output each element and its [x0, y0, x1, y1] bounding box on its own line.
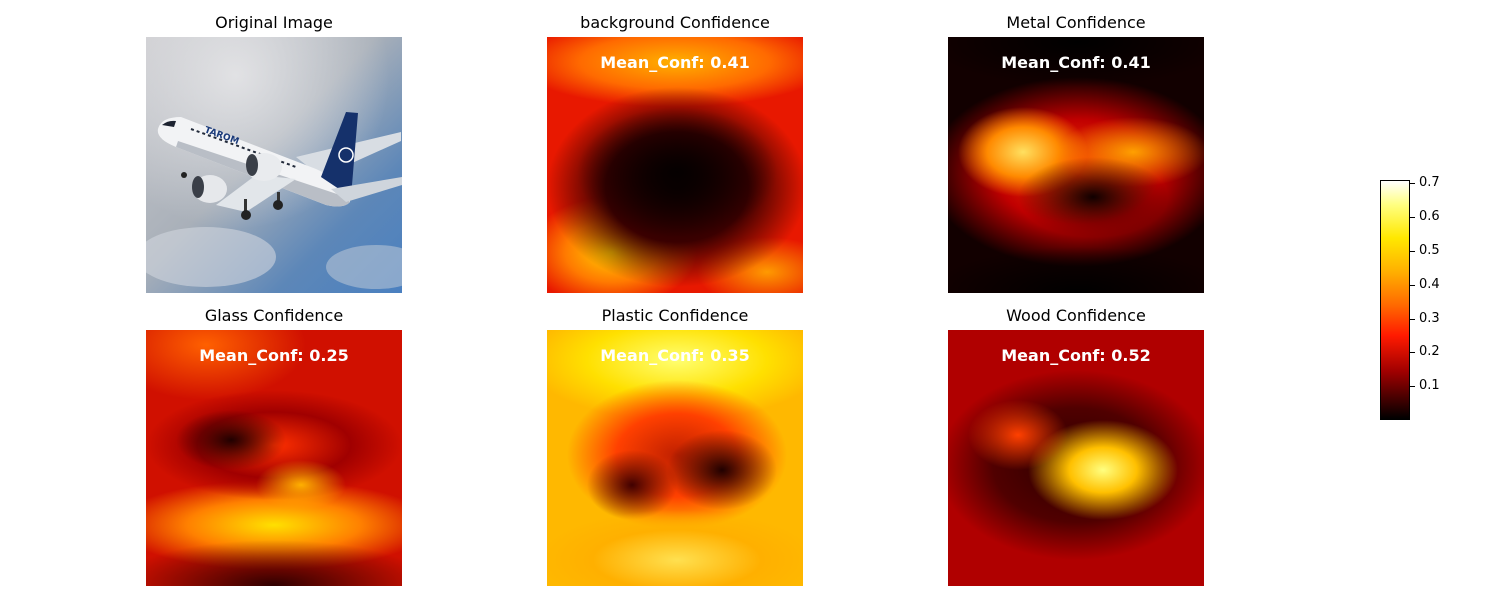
mean-conf-metal: Mean_Conf: 0.41	[1001, 53, 1151, 72]
colorbar	[1380, 180, 1410, 420]
colorbar-tick	[1410, 217, 1415, 219]
colorbar-tick-label: 0.1	[1419, 378, 1440, 394]
heatmap-glass: Mean_Conf: 0.25	[146, 330, 402, 586]
heatmap-background: Mean_Conf: 0.41	[547, 37, 803, 293]
colorbar-tick	[1410, 352, 1415, 354]
colorbar-tick-label: 0.6	[1419, 209, 1440, 225]
panel-title-background: background Confidence	[580, 13, 770, 32]
colorbar-tick	[1410, 386, 1415, 388]
panel-title-glass: Glass Confidence	[204, 306, 344, 325]
mean-conf-wood: Mean_Conf: 0.52	[1001, 346, 1151, 365]
heatmap-wood: Mean_Conf: 0.52	[948, 330, 1204, 586]
colorbar-tick	[1410, 318, 1415, 320]
colorbar-tick-label: 0.4	[1419, 276, 1440, 292]
panel-title-original: Original Image	[215, 13, 333, 32]
heatmap-metal-field	[948, 37, 1204, 293]
panel-title-metal: Metal Confidence	[1006, 13, 1146, 32]
colorbar-tick	[1410, 250, 1415, 252]
heatmap-glass-field	[146, 330, 402, 586]
airplane-photo: TAROM	[136, 37, 426, 293]
panel-title-wood: Wood Confidence	[1006, 306, 1146, 325]
heatmap-background-field	[547, 37, 803, 293]
colorbar-tick	[1410, 183, 1415, 185]
heatmap-metal: Mean_Conf: 0.41	[948, 37, 1204, 293]
colorbar-tick-label: 0.3	[1419, 310, 1440, 326]
panel-title-plastic: Plastic Confidence	[601, 306, 749, 325]
mean-conf-background: Mean_Conf: 0.41	[600, 53, 750, 72]
colorbar-tick-label: 0.5	[1419, 242, 1440, 258]
original-image: TAROM	[136, 37, 426, 293]
mean-conf-glass: Mean_Conf: 0.25	[199, 346, 349, 365]
heatmap-plastic: Mean_Conf: 0.35	[547, 330, 803, 586]
colorbar-tick	[1410, 284, 1415, 286]
colorbar-tick-label: 0.2	[1419, 344, 1440, 360]
heatmap-plastic-field	[547, 330, 803, 586]
colorbar-tick-label: 0.7	[1419, 175, 1440, 191]
mean-conf-plastic: Mean_Conf: 0.35	[600, 346, 750, 365]
heatmap-wood-field	[948, 330, 1204, 586]
